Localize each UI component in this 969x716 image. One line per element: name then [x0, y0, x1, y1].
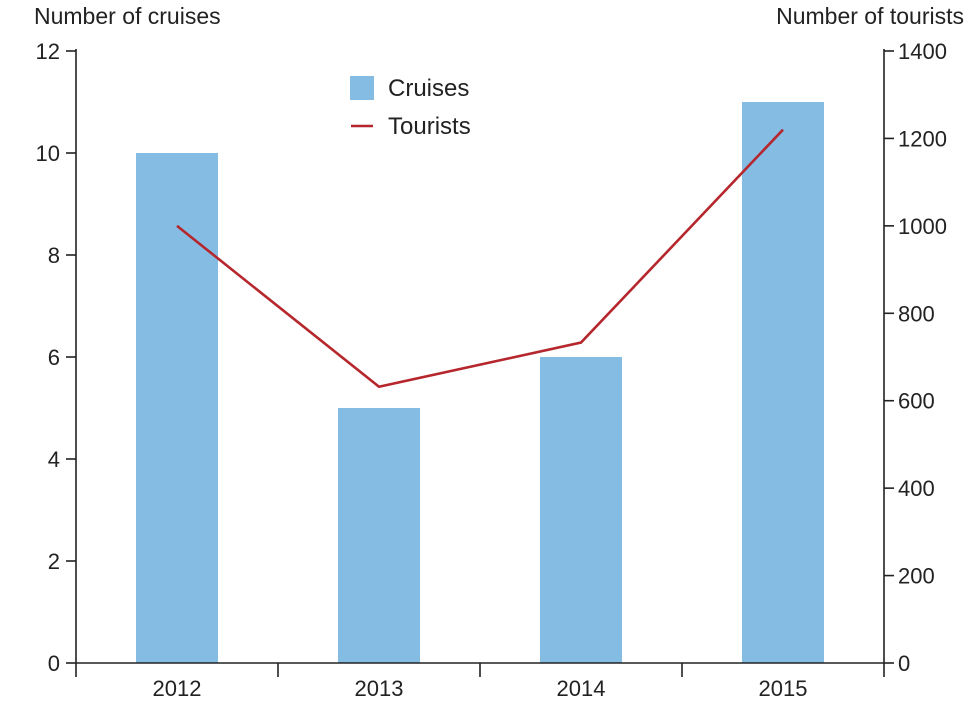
y-right-tick-label-1200: 1200 [898, 126, 947, 151]
legend-label-cruises: Cruises [388, 75, 469, 102]
bar-2015 [742, 102, 824, 663]
y-left-tick-label-10: 10 [36, 141, 60, 166]
y-left-tick-label-6: 6 [48, 345, 60, 370]
x-tick-label-2013: 2013 [355, 676, 404, 701]
bar-2014 [540, 357, 622, 663]
tourists-line-group [176, 128, 784, 389]
y-left-tick-label-4: 4 [48, 447, 60, 472]
legend-swatch-cruises [350, 76, 374, 100]
bar-2013 [338, 408, 420, 663]
y-right-tick-label-400: 400 [898, 476, 935, 501]
y-right-tick-label-1400: 1400 [898, 39, 947, 64]
axes-group: 0 2 4 6 8 10 12 0 200 400 600 800 1000 1200 1400 2012 20… [36, 39, 947, 701]
x-tick-label-2014: 2014 [557, 676, 606, 701]
y-right-tick-label-0: 0 [898, 651, 910, 676]
x-tick-label-2015: 2015 [759, 676, 808, 701]
y-right-tick-label-800: 800 [898, 301, 935, 326]
y-left-tick-label-8: 8 [48, 243, 60, 268]
bar-2012 [136, 153, 218, 663]
y-right-tick-label-200: 200 [898, 564, 935, 589]
y-right-axis-title: Number of tourists [776, 3, 964, 29]
legend: Cruises Tourists [350, 75, 471, 140]
bars-group [136, 102, 824, 663]
legend-label-tourists: Tourists [388, 113, 471, 140]
y-left-tick-label-0: 0 [48, 651, 60, 676]
x-tick-label-2012: 2012 [153, 676, 202, 701]
tourists-line [176, 128, 784, 389]
y-right-tick-label-600: 600 [898, 389, 935, 414]
y-left-axis-title: Number of cruises [34, 3, 221, 29]
y-left-tick-label-2: 2 [48, 549, 60, 574]
y-right-tick-label-1000: 1000 [898, 214, 947, 239]
y-left-tick-label-12: 12 [36, 39, 60, 64]
